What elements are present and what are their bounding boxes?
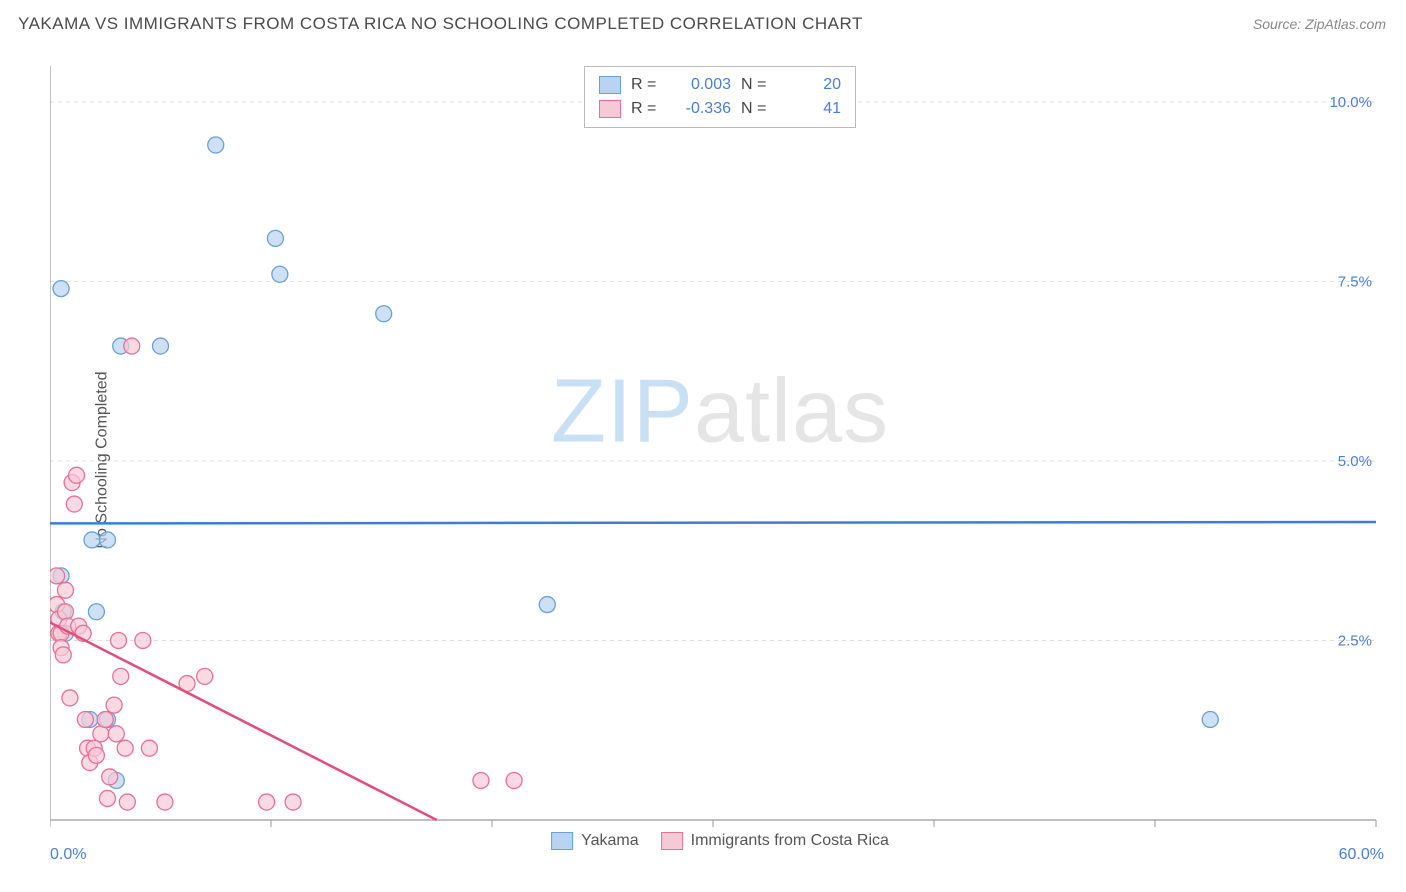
legend-swatch	[599, 100, 621, 118]
legend-item: Yakama	[551, 832, 639, 850]
legend-swatch	[661, 832, 683, 850]
legend-swatch	[551, 832, 573, 850]
chart-title: YAKAMA VS IMMIGRANTS FROM COSTA RICA NO …	[18, 14, 863, 34]
n-value: 41	[785, 97, 841, 121]
x-axis-max-label: 60.0%	[1339, 846, 1384, 864]
series-legend: Yakama Immigrants from Costa Rica	[551, 832, 889, 850]
legend-row: R = -0.336 N = 41	[599, 97, 841, 121]
svg-text:7.5%: 7.5%	[1338, 273, 1372, 290]
n-label: N =	[741, 73, 775, 97]
legend-label: Immigrants from Costa Rica	[691, 832, 889, 850]
source-credit: Source: ZipAtlas.com	[1253, 16, 1386, 32]
x-axis-min-label: 0.0%	[50, 846, 86, 864]
n-value: 20	[785, 73, 841, 97]
legend-swatch	[599, 76, 621, 94]
r-value: 0.003	[675, 73, 731, 97]
svg-text:10.0%: 10.0%	[1329, 94, 1372, 111]
legend-row: R = 0.003 N = 20	[599, 73, 841, 97]
legend-item: Immigrants from Costa Rica	[661, 832, 889, 850]
n-label: N =	[741, 97, 775, 121]
correlation-legend: R = 0.003 N = 20 R = -0.336 N = 41	[584, 66, 856, 128]
r-label: R =	[631, 73, 665, 97]
legend-label: Yakama	[581, 832, 639, 850]
r-label: R =	[631, 97, 665, 121]
scatter-plot: 2.5% 5.0% 7.5% 10.0%	[50, 60, 1390, 860]
chart-container: No Schooling Completed ZIPatlas 2.5%5.0%…	[50, 60, 1390, 860]
svg-text:5.0%: 5.0%	[1338, 453, 1372, 470]
svg-text:2.5%: 2.5%	[1338, 632, 1372, 649]
r-value: -0.336	[675, 97, 731, 121]
header: YAKAMA VS IMMIGRANTS FROM COSTA RICA NO …	[0, 0, 1406, 40]
